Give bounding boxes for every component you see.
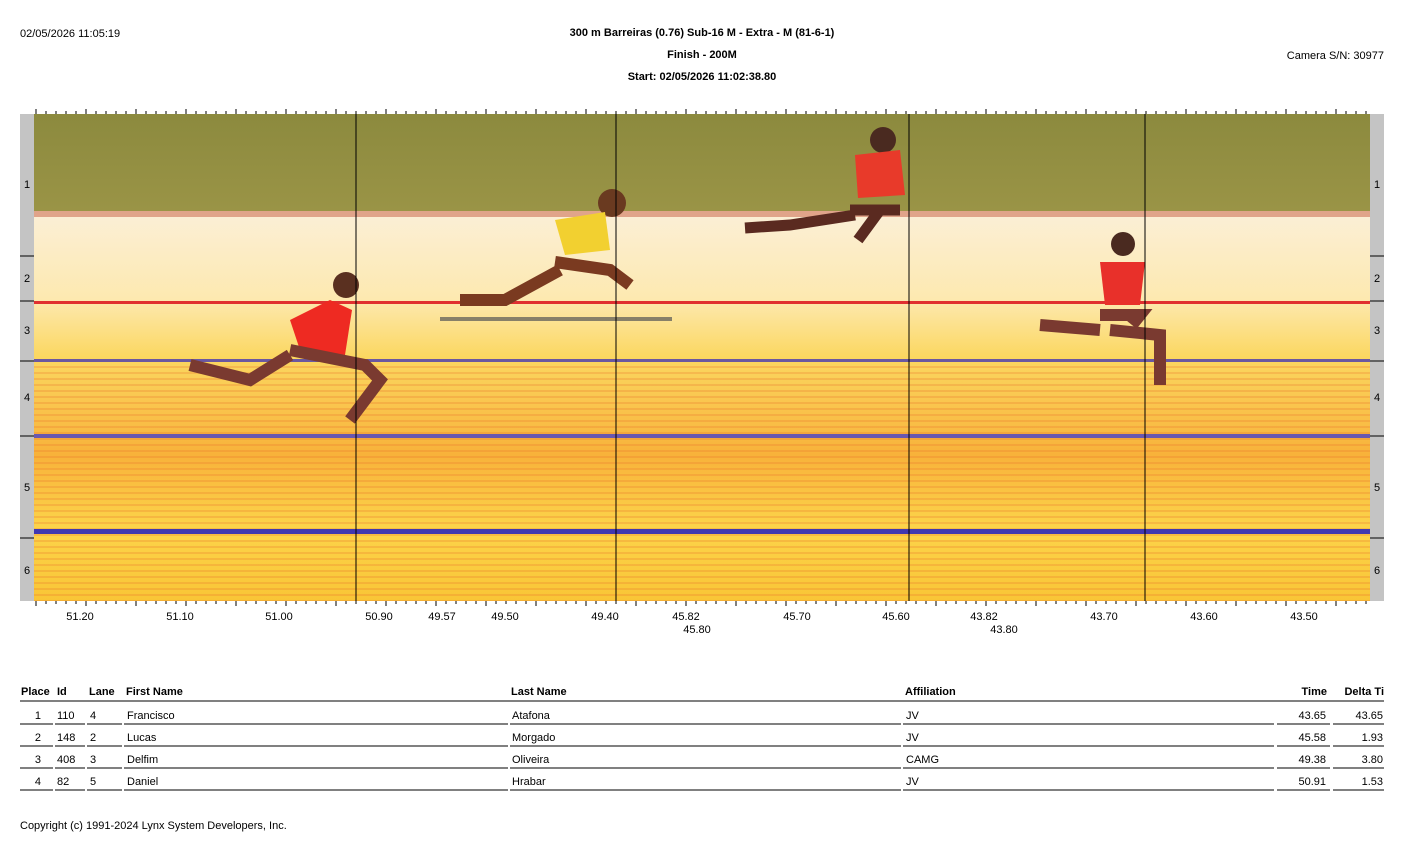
table-cell: 45.58 <box>1298 732 1326 744</box>
table-cell: JV <box>906 776 920 788</box>
lane-line <box>34 434 1370 438</box>
time-label: 43.82 <box>970 611 998 623</box>
table-cell: Delfim <box>127 754 158 766</box>
lane-label: 4 <box>1374 392 1380 404</box>
time-label: 49.50 <box>491 611 519 623</box>
table-cell: 43.65 <box>1298 710 1326 722</box>
time-label: 45.82 <box>672 611 700 623</box>
table-cell: Oliveira <box>512 754 550 766</box>
runner <box>440 189 672 321</box>
results-table: Place Id Lane First Name Last Name Affiliatio… <box>20 686 1384 791</box>
column-header: Delta Ti <box>1344 686 1384 698</box>
table-cell: 82 <box>57 776 69 788</box>
lane-bar-left <box>20 114 34 601</box>
lane-label: 4 <box>24 392 30 404</box>
copyright: Copyright (c) 1991-2024 Lynx System Deve… <box>20 820 287 832</box>
runner <box>188 272 388 424</box>
table-cell: 5 <box>90 776 96 788</box>
lane-line <box>34 301 1370 304</box>
table-cell: 3 <box>35 754 41 766</box>
table-cell: 148 <box>57 732 75 744</box>
table-cell: 43.65 <box>1355 710 1383 722</box>
time-label: 43.80 <box>990 624 1018 636</box>
table-cell: 2 <box>90 732 96 744</box>
table-cell: JV <box>906 732 920 744</box>
column-header: Time <box>1302 686 1327 698</box>
time-label: 45.80 <box>683 624 711 636</box>
table-cell: 1 <box>35 710 41 722</box>
runner <box>744 127 905 244</box>
table-cell: 4 <box>90 710 96 722</box>
table-cell: JV <box>906 710 920 722</box>
table-cell: Morgado <box>512 732 555 744</box>
column-header: First Name <box>126 686 183 698</box>
lane-bar-right <box>1370 114 1384 601</box>
title: 300 m Barreiras (0.76) Sub-16 M - Extra … <box>570 27 835 39</box>
table-cell: 3.80 <box>1362 754 1383 766</box>
table-cell: 1.93 <box>1362 732 1383 744</box>
column-header: Lane <box>89 686 115 698</box>
lane-label: 2 <box>1374 273 1380 285</box>
table-cell: 49.38 <box>1298 754 1326 766</box>
lane-label: 5 <box>1374 482 1380 494</box>
start-time: Start: 02/05/2026 11:02:38.80 <box>628 71 777 83</box>
lane-line <box>34 529 1370 534</box>
lane-label: 6 <box>24 565 30 577</box>
subtitle: Finish - 200M <box>667 49 737 61</box>
column-header: Place <box>21 686 50 698</box>
time-label: 50.90 <box>365 611 393 623</box>
table-cell: 4 <box>35 776 41 788</box>
time-label: 49.40 <box>591 611 619 623</box>
camera-serial: Camera S/N: 30977 <box>1287 50 1384 62</box>
lane-label: 3 <box>1374 325 1380 337</box>
lane-label: 1 <box>1374 179 1380 191</box>
lane-label: 2 <box>24 273 30 285</box>
lane-label: 1 <box>24 179 30 191</box>
lane-line <box>34 211 1370 217</box>
time-label: 45.70 <box>783 611 811 623</box>
table-cell: 1.53 <box>1362 776 1383 788</box>
table-cell: 3 <box>90 754 96 766</box>
runner <box>1039 232 1166 385</box>
table-cell: 2 <box>35 732 41 744</box>
lane-label: 6 <box>1374 565 1380 577</box>
table-cell: 50.91 <box>1298 776 1326 788</box>
time-label: 43.50 <box>1290 611 1318 623</box>
table-cell: 110 <box>57 710 75 722</box>
table-cell: Lucas <box>127 732 157 744</box>
table-cell: Hrabar <box>512 776 546 788</box>
lane-line <box>34 359 1370 362</box>
timestamp: 02/05/2026 11:05:19 <box>20 28 120 40</box>
lane-label: 3 <box>24 325 30 337</box>
lane-label: 5 <box>24 482 30 494</box>
table-cell: Atafona <box>512 710 551 722</box>
track-texture <box>34 360 1370 601</box>
table-cell: Daniel <box>127 776 158 788</box>
table-cell: 408 <box>57 754 75 766</box>
column-header: Last Name <box>511 686 567 698</box>
time-label: 51.20 <box>66 611 94 623</box>
time-label: 49.57 <box>428 611 456 623</box>
time-label: 43.60 <box>1190 611 1218 623</box>
time-label: 45.60 <box>882 611 910 623</box>
table-cell: CAMG <box>906 754 939 766</box>
photo: 1 1 2 2 3 3 4 4 5 5 6 6 51.20 51.10 51.00 50.90 49.57 49.… <box>20 109 1384 636</box>
time-label: 43.70 <box>1090 611 1118 623</box>
column-header: Affiliation <box>905 686 956 698</box>
time-label: 51.10 <box>166 611 194 623</box>
time-label: 51.00 <box>265 611 293 623</box>
column-header: Id <box>57 686 67 698</box>
table-cell: Francisco <box>127 710 175 722</box>
